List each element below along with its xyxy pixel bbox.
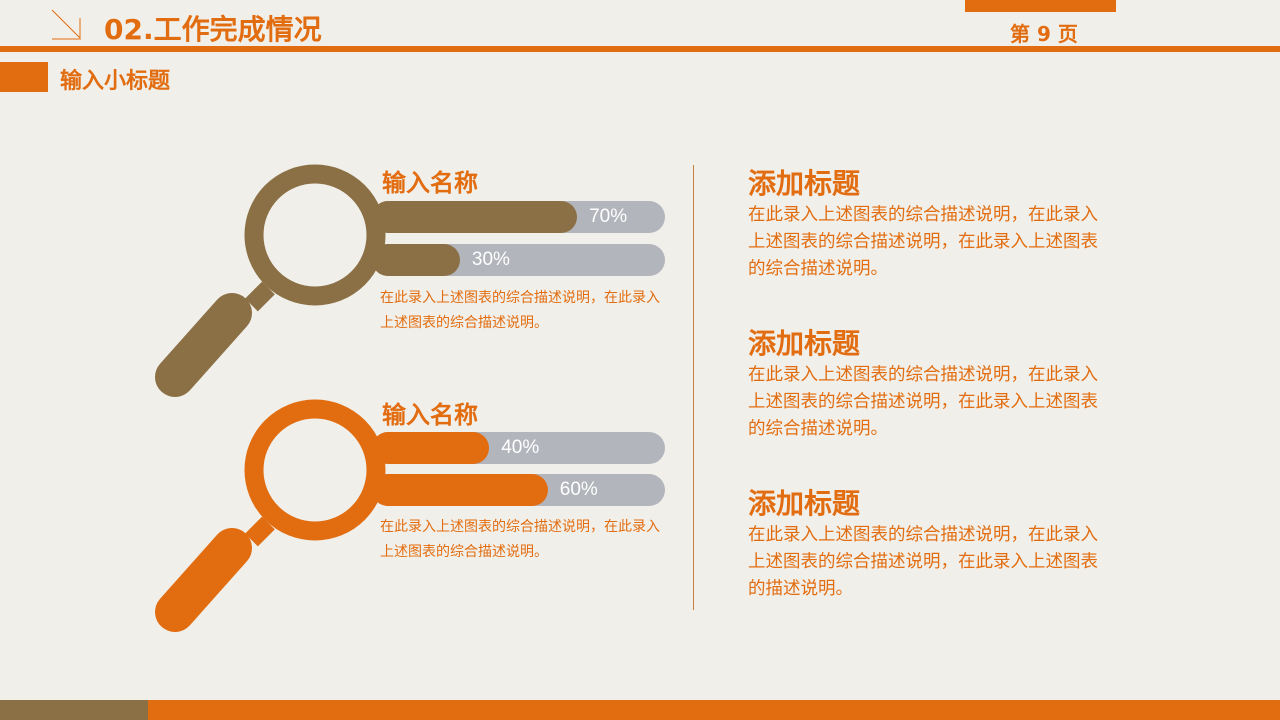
- magnifier-icon: [155, 399, 386, 632]
- section-title: 添加标题: [748, 487, 861, 520]
- subtitle-marker: [0, 62, 48, 92]
- progress-label: 30%: [471, 249, 510, 270]
- group-description: 在此录入上述图表的综合描述说明，在此录入上述图表的综合描述说明。: [380, 519, 660, 560]
- vertical-divider: [693, 165, 694, 610]
- section-text: 在此录入上述图表的综合描述说明，在此录入上述图表的综合描述说明，在此录入上述图表…: [748, 205, 1098, 279]
- progress-bar: 40%: [372, 432, 665, 464]
- subtitle: 输入小标题: [60, 69, 171, 94]
- page-number: 第 9 页: [1010, 22, 1078, 46]
- section-title: 添加标题: [748, 327, 861, 360]
- progress-label: 60%: [559, 479, 598, 500]
- section-title: 添加标题: [748, 167, 861, 200]
- group-name: 输入名称: [382, 401, 478, 429]
- progress-fill: [372, 474, 548, 506]
- footer-bar-orange: [148, 700, 1280, 720]
- progress-label: 40%: [501, 437, 540, 458]
- progress-fill: [372, 432, 490, 464]
- page-title: 02.工作完成情况: [104, 13, 322, 46]
- progress-fill: [372, 244, 460, 276]
- section-text: 在此录入上述图表的综合描述说明，在此录入上述图表的综合描述说明，在此录入上述图表…: [748, 525, 1098, 599]
- progress-bar: 70%: [372, 201, 665, 233]
- page-number-bar: [965, 0, 1116, 12]
- progress-bar: 30%: [372, 244, 665, 276]
- magnifier-icon: [155, 164, 386, 397]
- footer-bar-brown: [0, 700, 148, 720]
- arrow-decoration-icon: [51, 9, 81, 40]
- progress-bar: 60%: [372, 474, 665, 506]
- progress-label: 70%: [589, 206, 628, 227]
- progress-fill: [372, 201, 578, 233]
- section-text: 在此录入上述图表的综合描述说明，在此录入上述图表的综合描述说明，在此录入上述图表…: [748, 365, 1098, 439]
- group-description: 在此录入上述图表的综合描述说明，在此录入上述图表的综合描述说明。: [380, 290, 660, 331]
- group-name: 输入名称: [382, 169, 478, 197]
- header-divider: [0, 46, 1280, 52]
